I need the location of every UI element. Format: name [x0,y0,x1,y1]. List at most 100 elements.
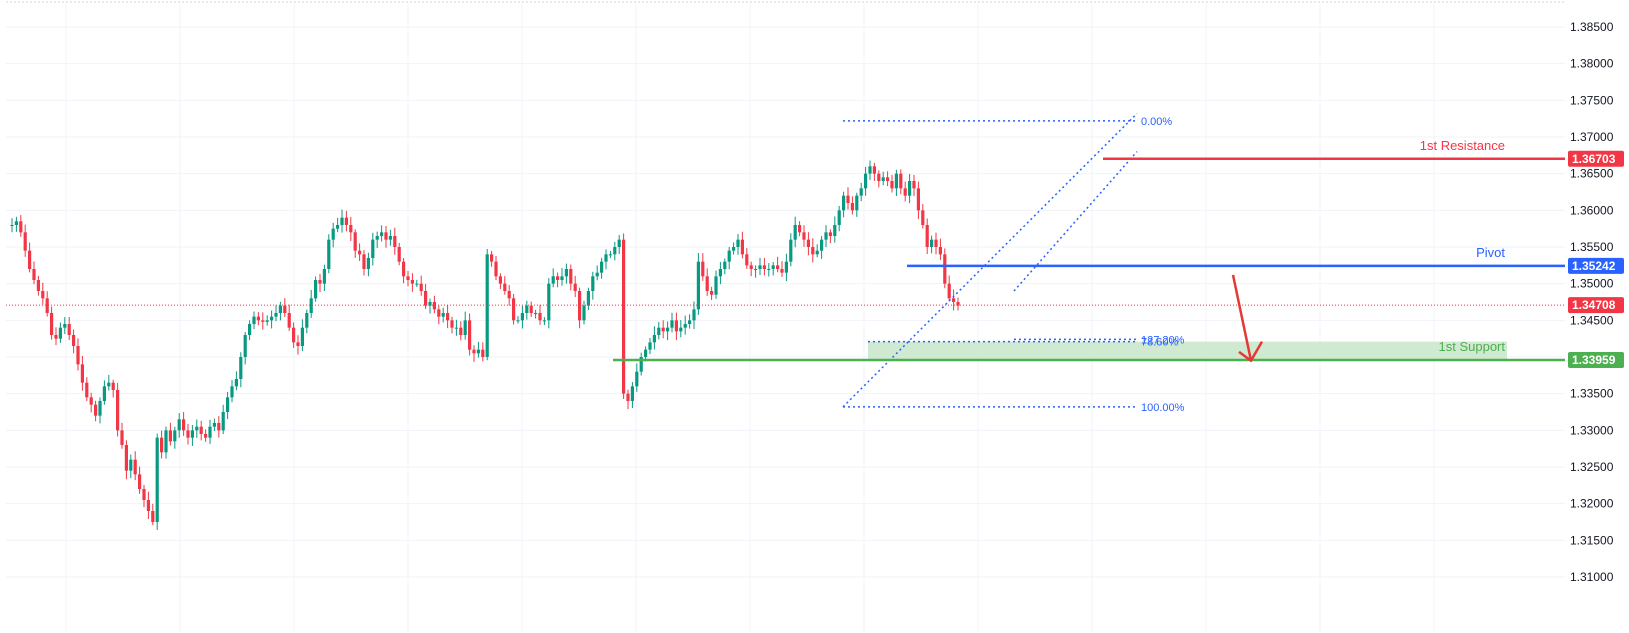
candle [287,304,291,331]
candle [63,317,67,335]
candle [428,298,432,314]
candle [28,242,32,273]
candle [186,424,190,445]
candle [490,250,494,267]
axis-tick-label: 1.31500 [1570,533,1614,547]
candle [177,413,181,438]
candle [903,181,907,202]
candle [146,491,150,520]
candle [94,400,98,422]
candle [894,169,898,197]
candle [265,315,269,326]
candle [776,256,780,273]
candle [564,263,568,284]
support-zone [868,341,1507,361]
candle [595,265,599,281]
candle [516,316,520,324]
candle [749,261,753,277]
candle [344,210,348,232]
candle [129,454,133,479]
candle [512,293,516,325]
candle [402,257,406,284]
candle [190,425,194,446]
candle [415,279,419,287]
candle [393,227,397,255]
candle [802,225,806,247]
candle [798,221,802,237]
bearish-arrow [1231,274,1264,363]
axis-background [1568,0,1629,633]
candle [199,420,203,441]
candle [274,305,278,322]
candle [736,233,740,255]
candle [437,305,441,325]
axis-tick-label: 1.31000 [1570,570,1614,584]
candle [217,416,221,438]
candle [886,171,890,187]
candle [806,232,810,256]
candle [270,310,274,329]
candle [793,216,797,248]
candle [864,166,868,196]
candle [397,242,401,266]
candle [718,261,722,285]
candle [446,305,450,329]
candle [617,234,621,254]
fib-level-label: 100.00% [1141,402,1185,414]
price-axis[interactable]: 1.38500 1.38000 1.37500 1.37000 1.36500 1.360… [1568,0,1629,633]
candle [481,342,485,362]
candle [824,225,828,248]
candle [424,283,428,309]
candle [349,216,353,241]
candle [85,377,89,402]
candle [300,319,304,352]
candle [318,273,322,293]
candle [714,270,718,299]
candle [234,371,238,391]
candle [661,320,665,339]
candle [336,217,340,233]
candle [877,170,881,188]
candle [278,301,282,321]
candle [952,289,956,311]
candle [648,338,652,355]
candle [732,242,736,255]
axis-tick-label: 1.35500 [1570,240,1614,254]
candle [292,322,296,348]
candle [727,246,731,270]
level-label: Pivot [1476,245,1505,260]
candle [151,503,155,526]
candle [164,426,168,459]
candle [520,305,524,329]
candle [498,273,502,290]
price-badge: 1.36703 [1568,150,1624,167]
candle [745,248,749,269]
candle [76,338,80,371]
svg-text:1.34708: 1.34708 [1572,298,1616,312]
candle [19,215,23,237]
candle [155,433,159,530]
candle [375,231,379,248]
fib-trendline-2 [1013,151,1138,292]
candle [173,426,177,449]
candle [912,174,916,196]
candle [908,174,912,204]
candle [657,321,661,340]
candle [938,238,942,260]
candle [314,276,318,302]
candle [542,317,546,326]
candle [261,312,265,330]
price-badge: 1.33959 [1568,352,1624,369]
candle [239,352,243,388]
candle [600,257,604,279]
candle [943,248,947,289]
candle [107,374,111,391]
candle [934,232,938,255]
svg-text:1.33959: 1.33959 [1572,353,1616,367]
candle [230,380,234,403]
candle [160,430,164,459]
grid [6,1,1565,633]
candle [120,422,124,449]
candle [784,253,788,282]
